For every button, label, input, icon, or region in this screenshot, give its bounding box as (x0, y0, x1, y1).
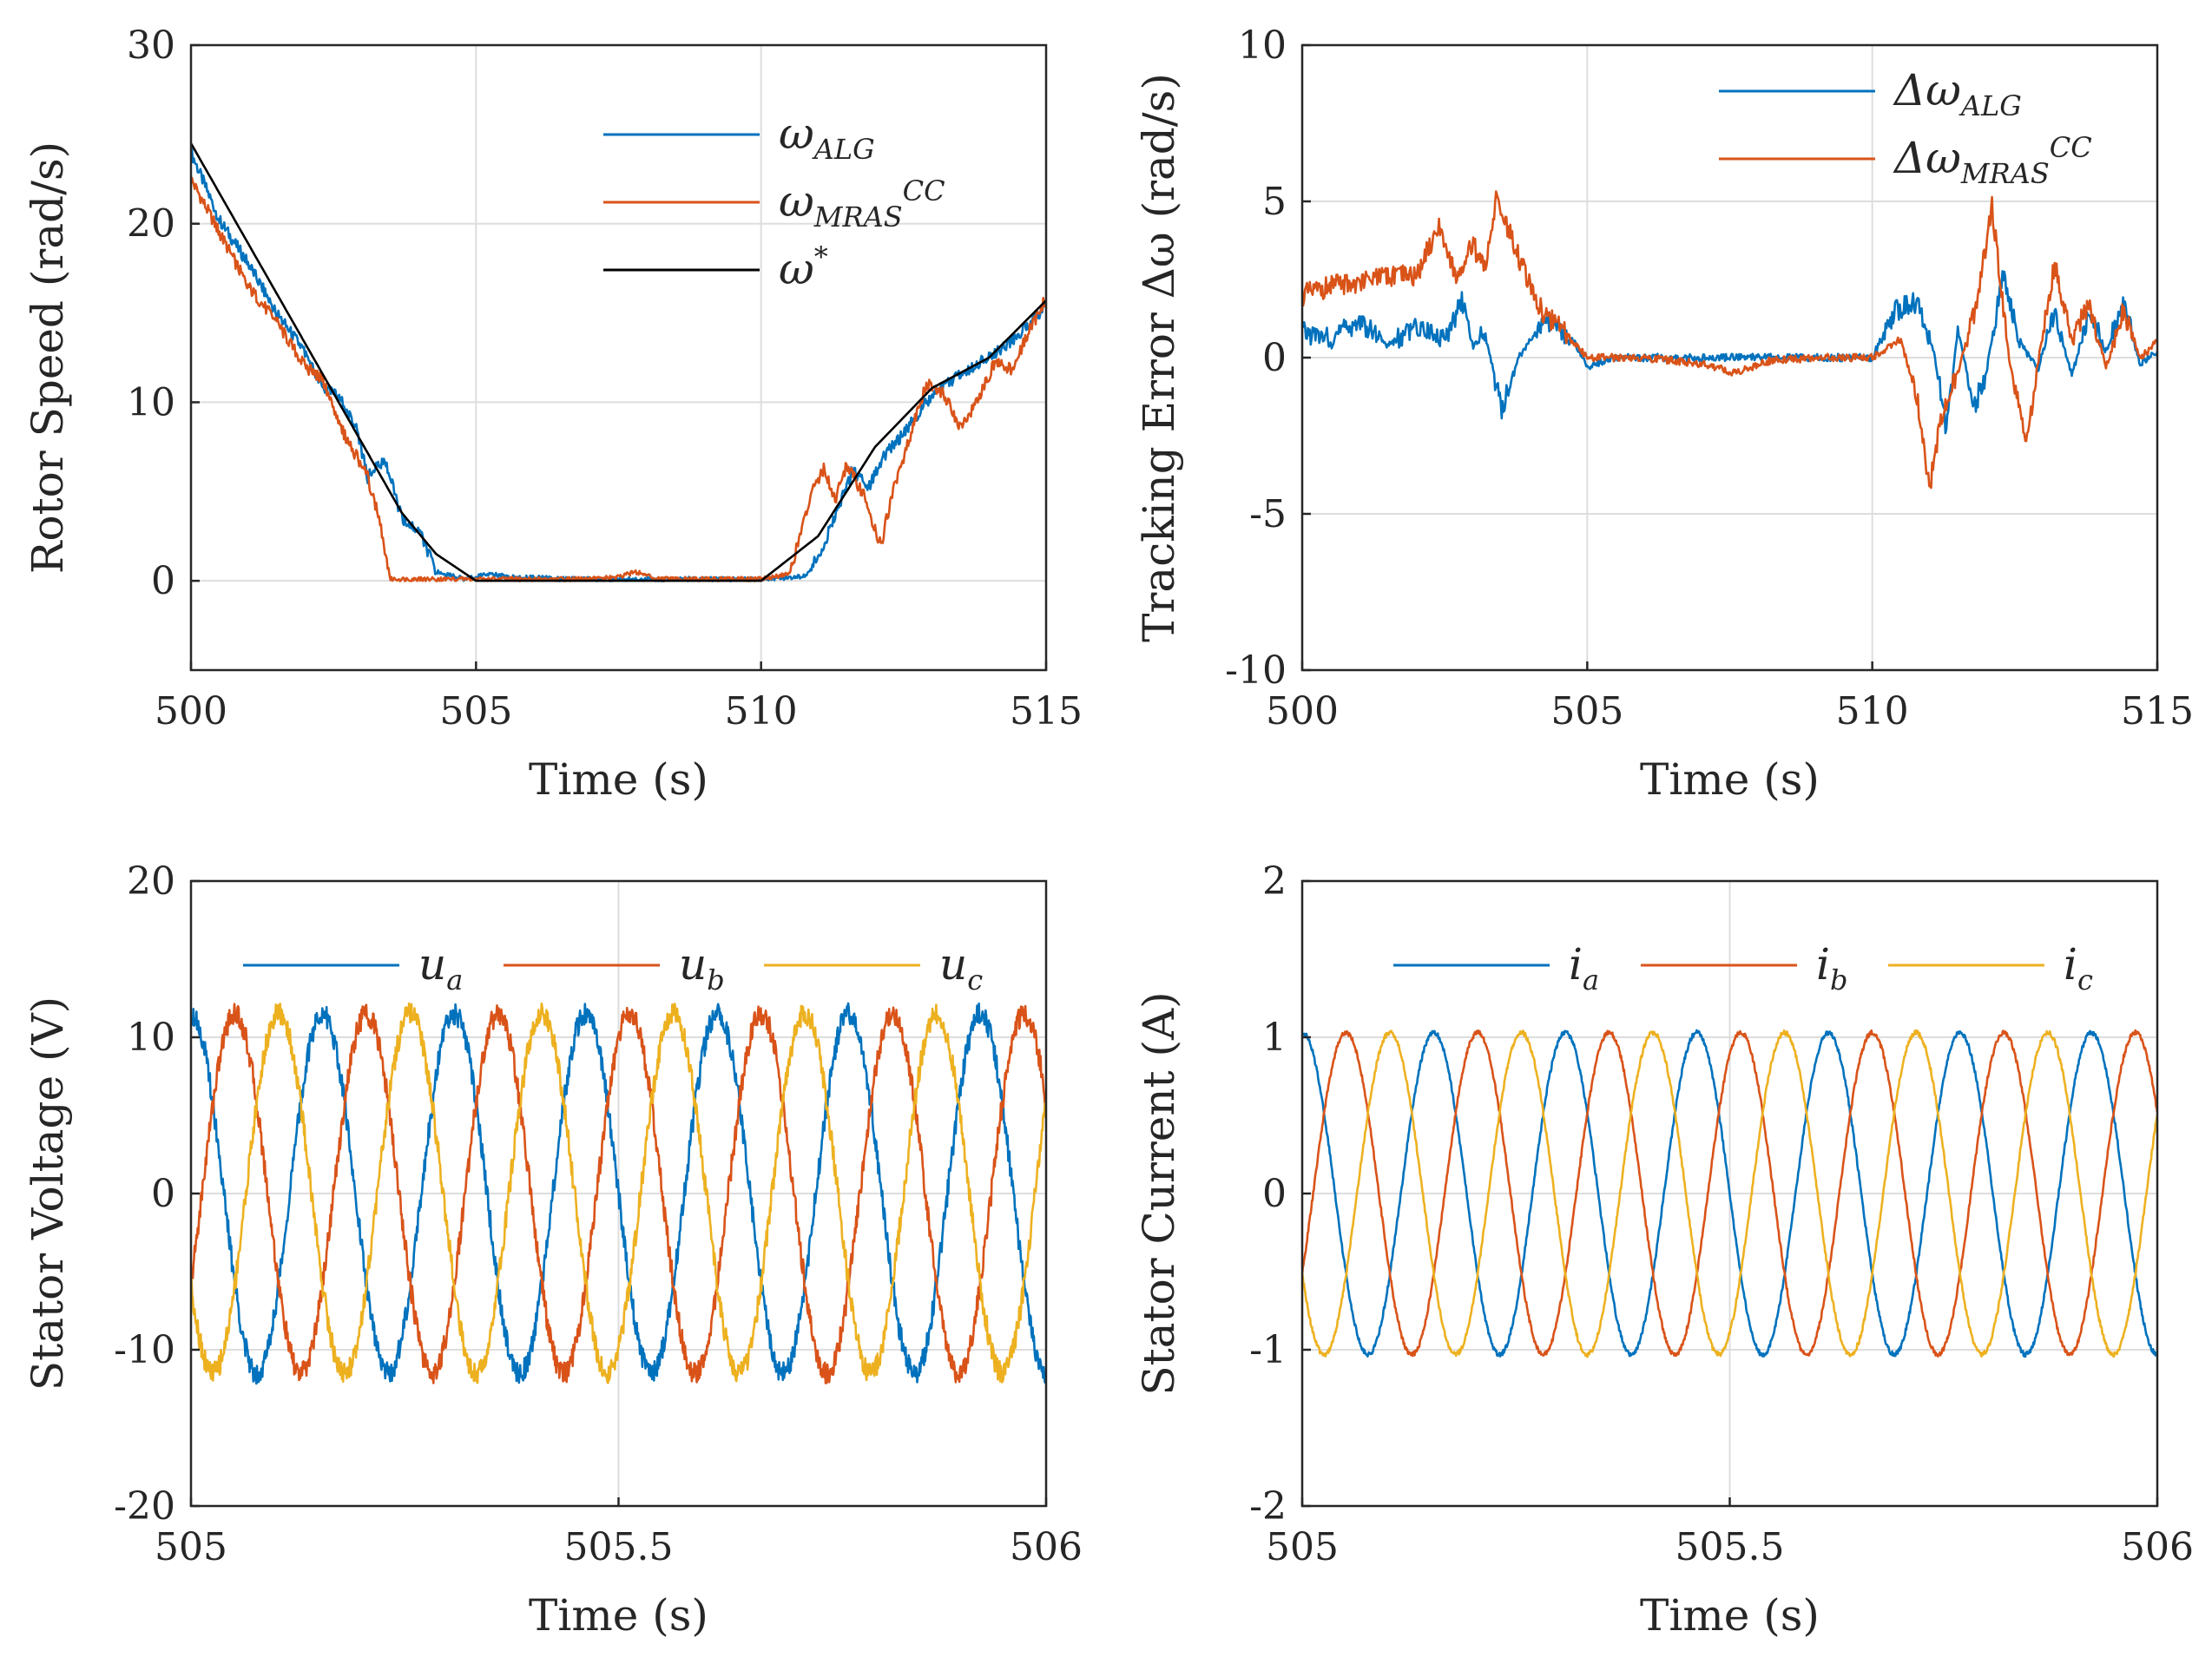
voltage-series-c (191, 1002, 1046, 1384)
legend-entry: ib (1816, 939, 1847, 996)
y-tick-label: 30 (127, 23, 175, 68)
y-tick-label: 0 (151, 559, 175, 603)
current-panel: 505 505.5 506 -2 -1 0 1 2 Time (s) Stator Current… (1134, 859, 2194, 1641)
y-tick-label: -10 (1225, 648, 1287, 693)
y-tick-label: 10 (127, 380, 175, 424)
legend-entry: ua (418, 939, 463, 996)
error-series-MRASCC (1302, 190, 2157, 490)
speed-panel: 500 505 510 515 0 10 20 30 Time (s) Rotor Speed (… (23, 23, 1083, 805)
x-tick-label: 515 (1010, 689, 1083, 733)
y-axis-label: Stator Current (A) (1134, 991, 1184, 1395)
legend-entry: ub (679, 939, 725, 996)
x-tick-label: 515 (2121, 689, 2194, 733)
y-tick-label: 0 (1262, 336, 1287, 380)
y-tick-label: -10 (114, 1328, 175, 1372)
error-legend: ΔωALG ΔωMRASCC (1719, 65, 2092, 190)
x-tick-label: 500 (1266, 689, 1339, 733)
speed-series-MRASCC (191, 176, 1046, 582)
x-axis-label: Time (s) (529, 1590, 708, 1641)
speed-series-* (191, 142, 1046, 582)
current-series-group (1302, 1029, 2157, 1358)
x-tick-label: 510 (725, 689, 798, 733)
y-tick-label: 0 (1262, 1172, 1287, 1216)
x-tick-label: 505.5 (564, 1525, 674, 1569)
x-tick-label: 505.5 (1675, 1525, 1785, 1569)
current-legend: ia ib ic (1393, 939, 2093, 996)
legend-entry: ΔωALG (1893, 65, 2022, 122)
legend-entry: ic (2064, 939, 2093, 996)
x-tick-label: 505 (1550, 689, 1623, 733)
speed-series-ALG (191, 148, 1046, 582)
voltage-series-b (191, 1003, 1046, 1384)
x-tick-label: 505 (1266, 1525, 1339, 1569)
error-series-group (1302, 190, 2157, 490)
voltage-panel: 505 505.5 506 -20 -10 0 10 20 Time (s) Stator Vol… (23, 859, 1083, 1641)
x-tick-label: 505 (155, 1525, 227, 1569)
x-tick-label: 506 (2121, 1525, 2194, 1569)
y-tick-label: 1 (1262, 1016, 1287, 1060)
x-tick-label: 506 (1010, 1525, 1083, 1569)
speed-axes-frame (189, 43, 1048, 672)
error-series-ALG (1302, 270, 2157, 435)
y-tick-label: 10 (127, 1016, 175, 1060)
x-axis-label: Time (s) (1640, 1590, 1820, 1641)
y-axis-label: Stator Voltage (V) (23, 996, 73, 1391)
y-tick-label: 10 (1238, 23, 1287, 68)
y-tick-label: 20 (127, 202, 175, 247)
y-tick-label: -5 (1249, 492, 1287, 536)
y-tick-label: -20 (114, 1484, 175, 1529)
speed-legend: ωALG ωMRASCC ω* (603, 109, 945, 294)
y-axis-label: Tracking Error Δω (rad/s) (1134, 73, 1184, 642)
x-axis-label: Time (s) (529, 754, 708, 805)
legend-entry: ia (1569, 939, 1599, 996)
y-tick-label: 20 (127, 859, 175, 904)
x-tick-label: 505 (439, 689, 512, 733)
legend-entry: uc (939, 939, 983, 996)
legend-entry: ΔωMRASCC (1893, 131, 2092, 190)
x-axis-label: Time (s) (1640, 754, 1820, 805)
legend-entry: ωMRASCC (779, 174, 945, 233)
current-series-b (1302, 1029, 2157, 1358)
y-tick-label: 2 (1262, 859, 1287, 904)
current-series-c (1302, 1029, 2157, 1358)
legend-entry: ωALG (779, 109, 875, 166)
x-tick-label: 510 (1836, 689, 1909, 733)
y-axis-label: Rotor Speed (rad/s) (23, 141, 73, 574)
voltage-series-a (191, 1002, 1046, 1385)
x-tick-label: 500 (155, 689, 227, 733)
y-tick-label: -2 (1249, 1484, 1287, 1529)
current-series-a (1302, 1029, 2157, 1358)
voltage-legend: ua ub uc (243, 939, 983, 996)
legend-entry: ω* (779, 240, 828, 294)
voltage-series-group (191, 1002, 1046, 1385)
y-tick-label: 5 (1262, 180, 1287, 224)
speed-series-group (191, 142, 1046, 582)
y-tick-label: -1 (1249, 1328, 1287, 1372)
y-tick-label: 0 (151, 1172, 175, 1216)
